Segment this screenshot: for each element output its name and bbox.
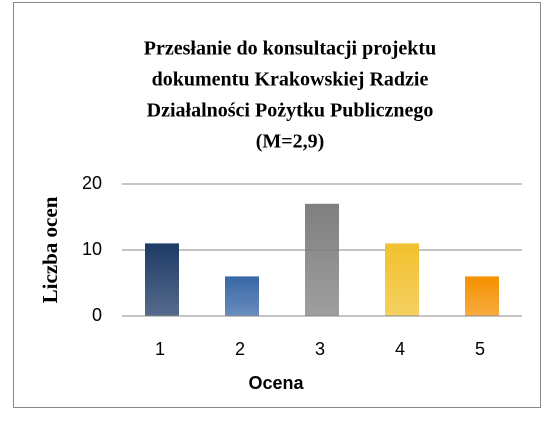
x-tick-label: 4 — [395, 339, 405, 359]
y-tick-label: 0 — [92, 305, 102, 325]
bar — [225, 276, 259, 316]
chart-title: Działalności Pożytku Publicznego — [147, 100, 434, 122]
bar — [145, 243, 179, 316]
y-axis-label: Liczba ocen — [38, 196, 62, 303]
chart-title: Przesłanie do konsultacji projektu — [144, 38, 436, 60]
bar — [465, 276, 499, 316]
bar — [305, 203, 339, 316]
y-tick-label: 10 — [82, 239, 102, 259]
x-axis-label: Ocena — [248, 373, 304, 393]
x-tick-label: 2 — [235, 339, 245, 359]
chart-title: (M=2,9) — [256, 131, 325, 153]
bar — [385, 243, 419, 316]
x-tick-label: 1 — [155, 339, 165, 359]
x-tick-label: 3 — [315, 339, 325, 359]
x-tick-label: 5 — [475, 339, 485, 359]
chart-title: dokumentu Krakowskiej Radzie — [152, 69, 429, 91]
y-tick-label: 20 — [82, 173, 102, 193]
chart-frame — [13, 2, 541, 408]
